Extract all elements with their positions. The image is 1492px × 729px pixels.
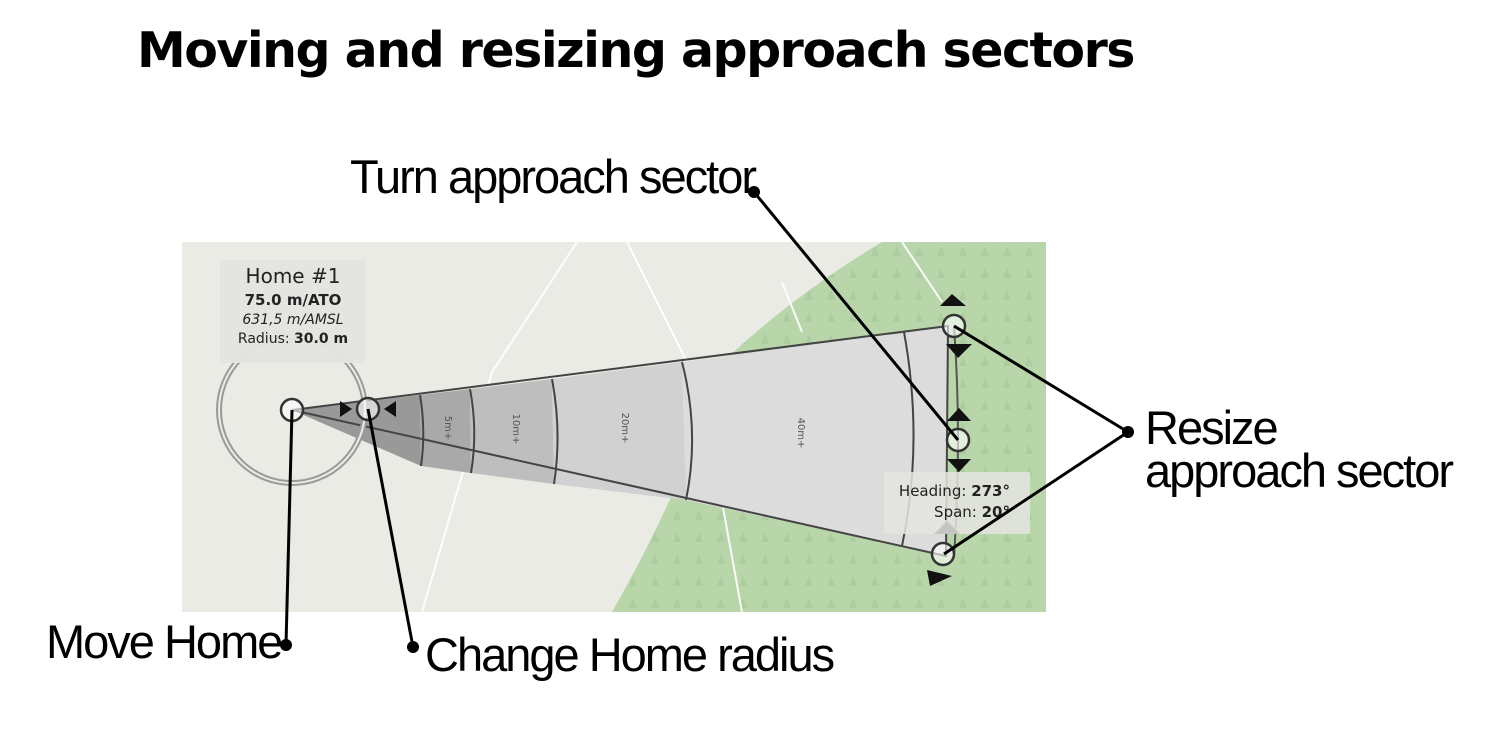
home-altitude-ato: 75.0 m/ATO: [244, 291, 342, 309]
heading-row: Heading: 273°: [884, 482, 1010, 500]
home-radius-value: 30.0 m: [294, 331, 349, 347]
move-home-label: Move Home: [46, 615, 283, 668]
band-label-5m: 5m+: [442, 416, 453, 440]
span-label: Span:: [934, 503, 977, 521]
resize-label-line-2: approach sector: [1145, 444, 1454, 497]
home-radius-row: Radius: 30.0 m: [220, 331, 366, 347]
resize-sector-label: Resize approach sector: [1145, 401, 1454, 497]
leader-dot-radius: [407, 641, 419, 653]
turn-sector-label: Turn approach sector: [350, 150, 757, 203]
heading-label: Heading:: [898, 482, 967, 500]
sector-band-4: [552, 362, 686, 500]
home-position-handle[interactable]: [279, 397, 305, 423]
heading-value: 273°: [971, 482, 1010, 500]
span-row: Span: 20°: [884, 503, 1010, 521]
map-view[interactable]: 5m+ 10m+ 20m+ 40m+: [182, 242, 1046, 612]
leader-dot-move: [280, 639, 292, 651]
band-label-20m: 20m+: [619, 413, 630, 444]
change-home-radius-label: Change Home radius: [425, 628, 835, 681]
home-altitude-amsl: 631,5 m/AMSL: [242, 312, 344, 328]
home-info-box: Home #1 75.0 m/ATO 631,5 m/AMSL Radius: …: [220, 260, 366, 363]
leader-dot-resize: [1122, 426, 1134, 438]
sector-band-3: [470, 379, 554, 484]
chevron-down-icon: [927, 570, 952, 586]
home-name: Home #1: [245, 264, 341, 288]
page-title: Moving and resizing approach sectors: [137, 22, 1135, 79]
home-radius-label: Radius:: [237, 331, 290, 347]
sector-info-box: Heading: 273° Span: 20°: [884, 472, 1030, 534]
span-value: 20°: [981, 503, 1010, 521]
band-label-40m: 40m+: [795, 418, 806, 449]
sector-band-2: [420, 389, 471, 473]
sector-turn-handle[interactable]: [945, 408, 971, 472]
chevron-left-icon: [340, 401, 352, 417]
resize-label-line-1: Resize: [1145, 401, 1279, 454]
band-label-10m: 10m+: [510, 414, 521, 445]
